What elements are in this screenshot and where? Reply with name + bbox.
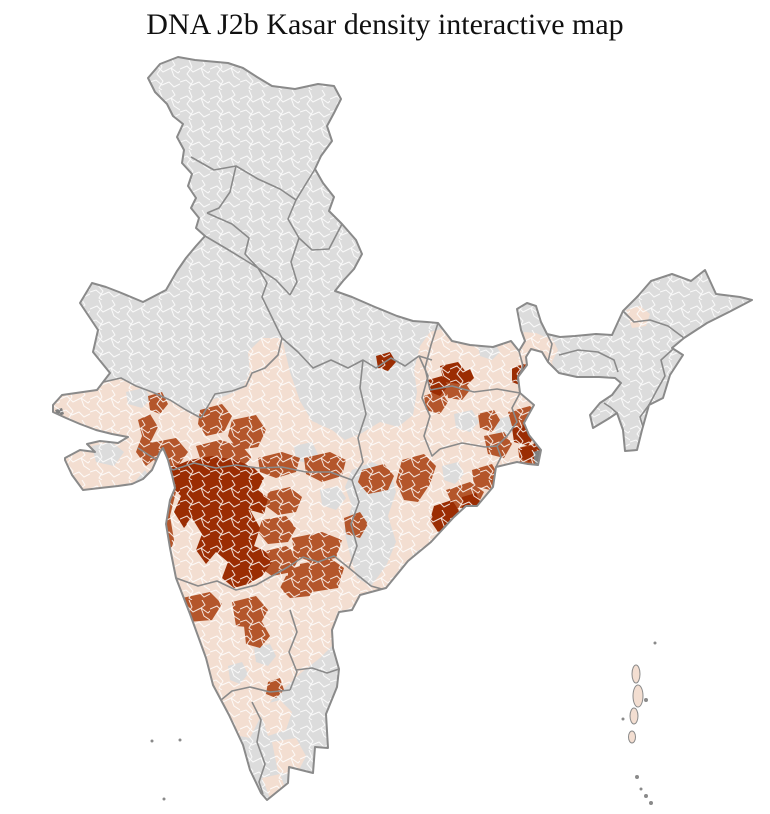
small-island-dot-3 xyxy=(635,775,639,779)
small-island-dot-2 xyxy=(621,717,625,721)
state-border-15 xyxy=(496,392,521,447)
state-border-3 xyxy=(289,237,300,296)
state-border-1 xyxy=(206,165,237,214)
small-island-dot-1 xyxy=(644,698,648,702)
state-border-29 xyxy=(622,310,685,339)
state-border-19 xyxy=(351,359,367,481)
island-group xyxy=(150,641,657,805)
state-border-24 xyxy=(288,609,298,691)
small-island-dot-8 xyxy=(178,738,182,742)
state-border-2 xyxy=(287,199,343,251)
state-border-28 xyxy=(558,349,619,373)
state-border-25 xyxy=(220,686,291,701)
state-border-6 xyxy=(257,267,291,296)
state-border-20 xyxy=(348,479,372,587)
andaman-island-3[interactable] xyxy=(628,730,636,744)
state-border-27 xyxy=(251,701,266,795)
state-border-22 xyxy=(175,556,304,591)
state-border-4 xyxy=(206,212,259,269)
small-island-dot-6 xyxy=(649,801,653,805)
small-island-dot-9 xyxy=(162,797,166,801)
map-title: DNA J2b Kasar density interactive map xyxy=(146,8,624,41)
state-border-13 xyxy=(429,385,521,394)
state-border-26 xyxy=(295,667,340,674)
andaman-island-2[interactable] xyxy=(629,707,639,725)
small-island-dot-7 xyxy=(150,739,154,743)
state-border-10 xyxy=(172,462,353,481)
state-border-23 xyxy=(302,555,350,569)
state-border-7 xyxy=(200,337,283,419)
state-border-32 xyxy=(603,402,618,414)
india-outline xyxy=(52,56,753,801)
andaman-island-1[interactable] xyxy=(632,684,644,708)
state-border-16 xyxy=(439,442,498,450)
small-island-dot-4 xyxy=(639,787,643,791)
state-border-18 xyxy=(418,355,441,457)
small-island-dot-5 xyxy=(644,794,648,798)
state-border-17 xyxy=(495,445,502,468)
andaman-island-0[interactable] xyxy=(631,664,641,684)
small-island-dot-0 xyxy=(653,641,657,645)
state-border-33 xyxy=(546,333,553,363)
